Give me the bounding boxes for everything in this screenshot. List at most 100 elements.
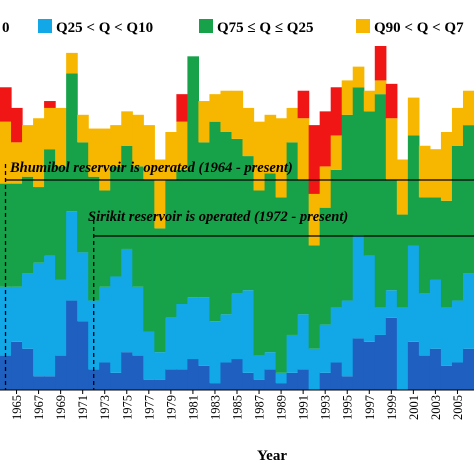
bar-segment-1999-q25_q10 — [385, 290, 398, 318]
bar-segment-1970-q_low — [66, 300, 78, 390]
bar-segment-1979-q90_q75 — [165, 132, 177, 181]
x-tick-label: 1971 — [76, 395, 90, 420]
bar-segment-1990-q25_q10 — [286, 334, 299, 373]
bar-segment-1986-q75_q25 — [242, 156, 255, 291]
bar-segment-1997-q75_q25 — [363, 111, 376, 256]
bar-segment-1965-q75_q25 — [11, 183, 23, 287]
bar-segment-1999-q_low — [385, 317, 398, 390]
bar-segment-1989-q_low — [275, 383, 288, 390]
bar-segment-1987-q25_q10 — [253, 355, 266, 380]
legend-swatch — [199, 19, 213, 33]
bar-segment-1989-q75_q25 — [275, 197, 288, 373]
x-tick-label: 1983 — [209, 395, 223, 420]
bar-segment-1995-q90_q75 — [341, 80, 354, 115]
bar-segment-1983-q25_q10 — [209, 321, 222, 384]
bar-segment-2005-q25_q10 — [451, 300, 464, 363]
legend-label: Q25 < Q < Q10 — [56, 20, 153, 36]
bar-segment-1964-q_high — [0, 87, 12, 122]
bar-segment-2002-q90_q75 — [418, 145, 431, 198]
bar-segment-1968-q75_q25 — [44, 149, 56, 256]
bar-segment-1977-q_low — [143, 379, 155, 390]
bar-segment-1991-q25_q10 — [297, 314, 310, 370]
bar-segment-2000-q90_q75 — [396, 159, 409, 215]
bar-segment-1998-q75_q25 — [374, 94, 387, 308]
bar-segment-1981-q_low — [187, 359, 200, 390]
bar-segment-1999-q75_q25 — [385, 180, 398, 291]
bar-segment-1998-q_low — [374, 334, 387, 390]
bar-segment-1998-q25_q10 — [374, 307, 387, 335]
bar-segment-1993-q75_q25 — [319, 207, 332, 325]
bar-segment-1981-q25_q10 — [187, 297, 200, 360]
bar-segment-1976-q90_q75 — [132, 114, 144, 167]
bar-segment-1987-q75_q25 — [253, 190, 266, 356]
bar-segment-1980-q25_q10 — [176, 304, 188, 370]
bar-segment-1975-q90_q75 — [121, 111, 133, 146]
bar-segment-1998-q_high — [374, 46, 387, 81]
bar-segment-1980-q_low — [176, 369, 188, 390]
bar-segment-1979-q25_q10 — [165, 317, 177, 370]
legend: 0 Q25 < Q < Q10 Q75 ≤ Q ≤ Q25 Q90 < Q < Q7 — [2, 19, 464, 36]
bar-segment-1982-q25_q10 — [198, 297, 211, 366]
bar-segment-1996-q75_q25 — [352, 87, 365, 236]
bar-segment-1964-q_low — [0, 355, 12, 390]
bar-segment-1983-q75_q25 — [209, 121, 222, 322]
bar-segment-1992-q_high — [308, 125, 321, 194]
annotations: Bhumibol reservoir is operated (1964 - p… — [4, 160, 474, 390]
bar-segment-2005-q90_q75 — [451, 107, 464, 146]
bar-segment-1971-q75_q25 — [77, 142, 89, 253]
bar-segment-1980-q90_q75 — [176, 121, 188, 170]
x-axis: 1965 1967 1969 1971 1973 1975 1977 1979 1981 1983… — [0, 389, 474, 420]
bar-segment-1995-q75_q25 — [341, 114, 354, 301]
x-tick-label: 1979 — [164, 395, 178, 420]
bar-segment-1974-q25_q10 — [110, 276, 122, 373]
bar-segment-2005-q75_q25 — [451, 145, 464, 301]
bar-segment-1992-q90_q75 — [308, 193, 321, 246]
x-tick-label: 2003 — [429, 395, 443, 420]
x-axis-title: Year — [257, 448, 287, 464]
bar-segment-2004-q_low — [440, 365, 453, 390]
bar-segment-1988-q25_q10 — [264, 352, 277, 370]
bar-segment-1971-q25_q10 — [77, 252, 89, 322]
bar-segment-1967-q75_q25 — [33, 187, 45, 263]
bar-segment-1985-q25_q10 — [231, 293, 244, 360]
bar-segment-2003-q_low — [429, 348, 442, 390]
x-tick-label: 2005 — [451, 395, 465, 420]
bar-segment-1966-q75_q25 — [22, 176, 34, 274]
bar-segment-1980-q75_q25 — [176, 169, 188, 304]
x-tick-label: 1965 — [10, 395, 24, 420]
bar-segment-2001-q_low — [407, 341, 420, 390]
bar-segment-1983-q90_q75 — [209, 94, 222, 122]
bar-segment-1976-q25_q10 — [132, 286, 144, 356]
bar-segment-1996-q25_q10 — [352, 235, 365, 339]
bar-segment-2006-q90_q75 — [462, 90, 474, 126]
bar-segment-1991-q_high — [297, 90, 310, 119]
x-tick-label: 1973 — [98, 395, 112, 420]
x-tick-label: 1999 — [385, 395, 399, 420]
x-tick-label: 1981 — [186, 395, 200, 420]
bar-segment-1971-q_low — [77, 321, 89, 390]
bar-segment-2005-q_low — [451, 362, 464, 390]
bar-segment-1984-q75_q25 — [220, 132, 233, 315]
bar-segment-1982-q75_q25 — [198, 142, 211, 298]
bar-segment-1967-q_low — [33, 376, 45, 390]
bar-segment-1997-q90_q75 — [363, 90, 376, 112]
bar-segment-2001-q75_q25 — [407, 135, 420, 246]
bar-segment-1986-q_low — [242, 372, 255, 390]
bar-segment-1994-q25_q10 — [330, 307, 343, 363]
bar-segment-1978-q90_q75 — [154, 159, 166, 229]
bar-segment-1970-q25_q10 — [66, 211, 78, 301]
bar-segment-1965-q_low — [11, 341, 23, 390]
bar-segment-1970-q90_q75 — [66, 52, 78, 74]
bar-segment-1971-q90_q75 — [77, 114, 89, 143]
bar-segment-1981-q75_q25 — [187, 56, 200, 298]
bar-segment-1989-q25_q10 — [275, 372, 288, 384]
bar-segment-1969-q90_q75 — [55, 107, 67, 167]
bar-segment-1991-q75_q25 — [297, 180, 310, 315]
bar-segment-1996-q90_q75 — [352, 66, 365, 88]
bar-segment-1967-q25_q10 — [33, 262, 45, 377]
bar-segment-2006-q25_q10 — [462, 273, 474, 349]
bar-segment-1980-q_high — [176, 94, 188, 122]
bar-segment-1968-q_low — [44, 376, 56, 390]
bar-segment-1994-q_low — [330, 362, 343, 390]
